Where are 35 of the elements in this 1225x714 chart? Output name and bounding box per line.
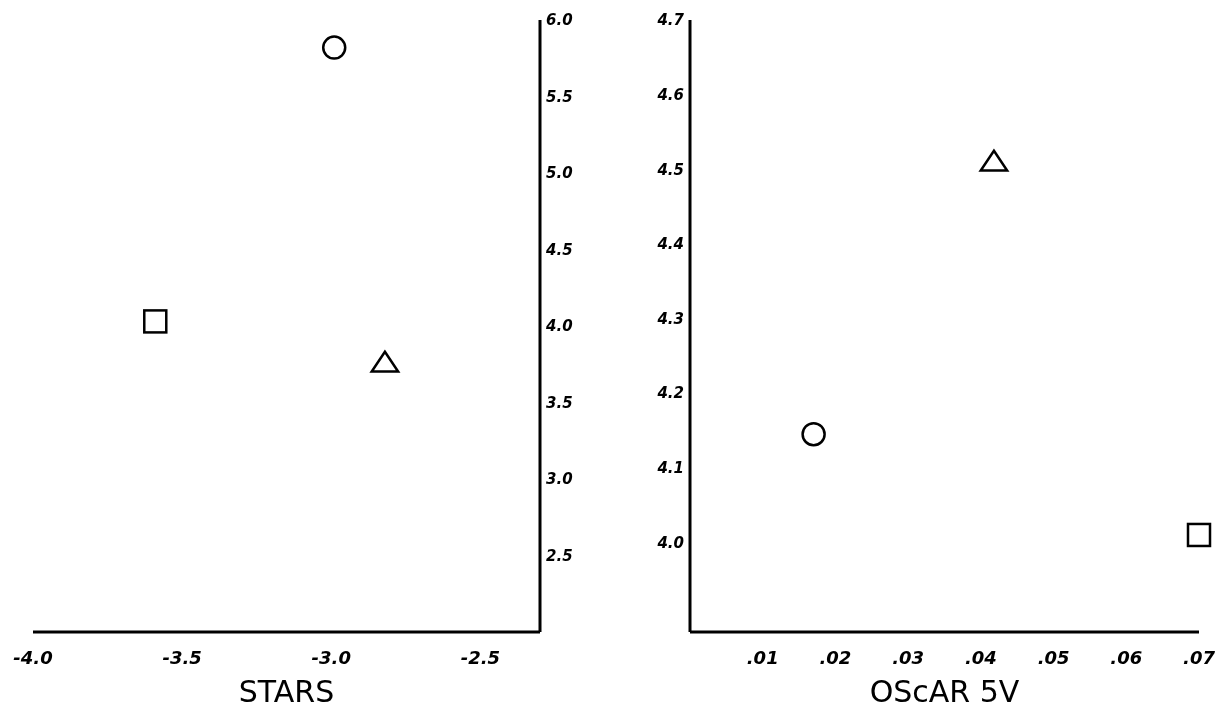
point — [801, 421, 826, 447]
x-tick-label: -2.5 — [460, 647, 501, 668]
x-axis-title: OScAR 5V — [869, 674, 1020, 709]
x-tick-label: -3.5 — [162, 647, 202, 668]
y-tick-label: 4.5 — [656, 160, 684, 179]
point — [1186, 522, 1212, 548]
point — [143, 309, 168, 334]
y-tick-label: 2.5 — [546, 546, 573, 565]
y-tick-label: 4.5 — [545, 240, 573, 259]
point — [321, 35, 347, 60]
x-tick-label: .02 — [819, 647, 852, 668]
x-tick-label: .06 — [1110, 647, 1143, 668]
y-tick-label: 3.0 — [546, 470, 573, 489]
y-tick-label: 4.3 — [656, 309, 684, 328]
y-tick-label: 6.0 — [546, 11, 573, 30]
x-tick-label: .01 — [746, 647, 779, 668]
point — [370, 350, 400, 373]
y-tick-label: 4.0 — [656, 533, 684, 552]
y-tick-label: 4.4 — [656, 235, 684, 254]
point — [979, 149, 1009, 172]
x-tick-label: .03 — [892, 647, 925, 668]
x-tick-label: .04 — [964, 647, 997, 668]
x-tick-label: -4.0 — [13, 647, 53, 668]
y-tick-label: 4.6 — [656, 85, 684, 104]
y-tick-label: 4.7 — [656, 11, 685, 30]
x-tick-label: -3.0 — [311, 647, 351, 668]
x-tick-label: .07 — [1183, 647, 1216, 668]
y-tick-label: 3.5 — [546, 393, 573, 412]
y-tick-label: 4.0 — [545, 317, 573, 336]
x-axis-title: STARS — [238, 674, 335, 709]
x-tick-label: .05 — [1037, 647, 1070, 668]
y-tick-label: 5.0 — [546, 164, 573, 183]
y-tick-label: 5.5 — [546, 87, 573, 106]
y-tick-label: 4.2 — [656, 384, 684, 403]
y-tick-label: 4.1 — [656, 459, 684, 478]
